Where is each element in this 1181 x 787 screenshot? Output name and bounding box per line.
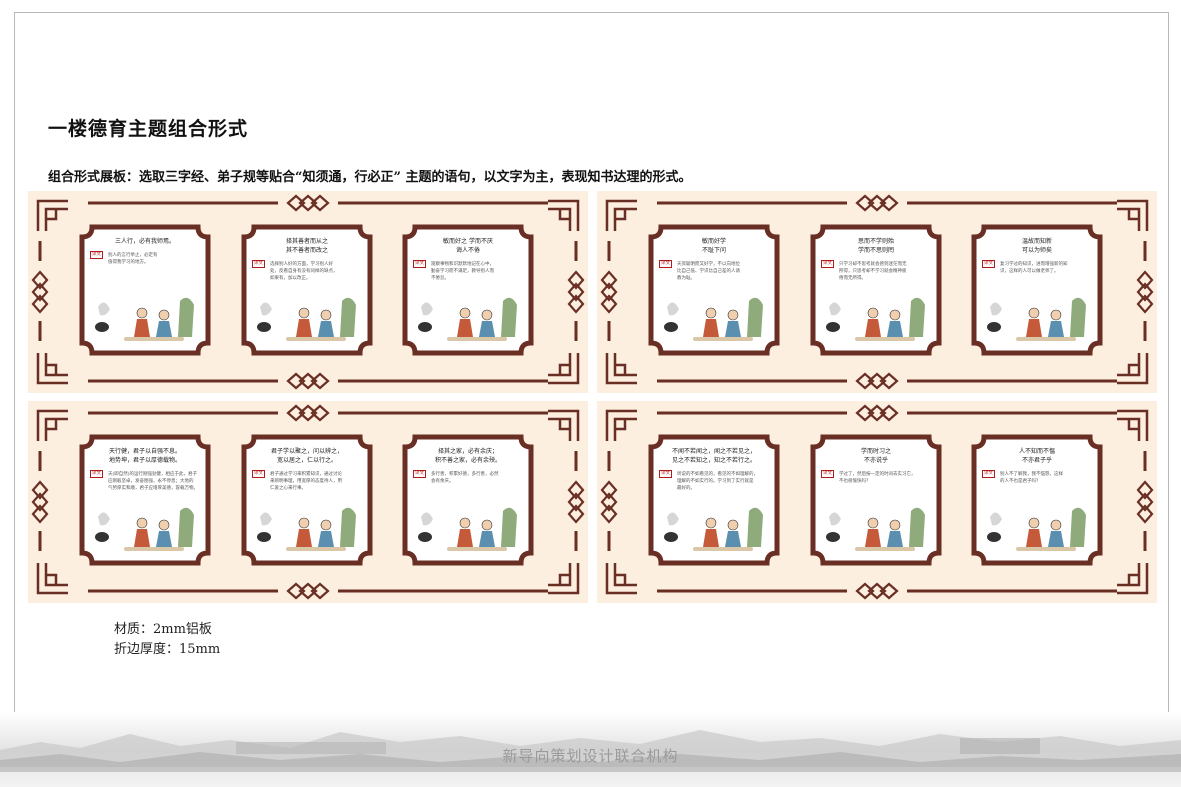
material-label: 材质：2mm铝板 xyxy=(114,622,212,637)
card-translation: 译文 别人的言行举止，必定有 值得我学习的地方。 xyxy=(90,251,200,266)
quote-card: 敏而好学 不耻下问译文 天资聪明而又好学，不以向地位 比自己低、学识比自己差的人请… xyxy=(647,223,781,357)
translation-tag: 译文 xyxy=(982,260,995,268)
card-title: 敏而好之 学而不厌 诲人不倦 xyxy=(443,238,493,254)
board-fretwork-frame xyxy=(31,404,585,600)
display-board: 三人行，必有我师焉。 译文 别人的言行举止，必定有 值得我学习的地方。 择其善者而从之… xyxy=(28,191,588,393)
card-title: 学而时习之 不亦说乎 xyxy=(860,448,891,464)
card-translation: 译文 学过了，然后按一定的时间去实习它， 不也很愉快吗？ xyxy=(821,470,931,485)
card-title: 天行健，君子以自强不息。 地势坤，君子以厚德载物。 xyxy=(108,448,181,464)
translation-text: 别人不了解我，我不恼怒，这样 的人不也是君子吗？ xyxy=(1000,472,1063,484)
footer-brand: 新导向策划设计联合机构 xyxy=(502,747,679,765)
quote-card: 人不知而不愠 不亦君子乎译文 别人不了解我，我不恼怒，这样 的人不也是君子吗？ xyxy=(970,433,1104,567)
quote-card: 思而不学则殆 学而不思则罔译文 只学习却不思考就会感到迷茫而无 所得，只思考却不学… xyxy=(809,223,943,357)
translation-text: 天(即自然)的运行刚强劲健，相应于此，君子 应刚毅坚卓，发奋图强，永不停息；大地… xyxy=(108,472,198,491)
card-title: 人不知而不愠 不亦君子乎 xyxy=(1018,448,1055,464)
mother-and-child-illustration xyxy=(825,497,929,555)
board-fretwork-frame xyxy=(600,194,1154,390)
card-translation: 译文 观察事物和识默默地记在心中， 勤奋学习而不满足，教导别人而 不倦怠。 xyxy=(413,260,523,282)
card-translation: 译文 听说的不如看见的，看见的不如理解的， 理解的不如实行的。学习到了实行就是 最… xyxy=(659,470,769,492)
quote-card: 三人行，必有我师焉。译文 别人的言行举止，必定有 值得我学习的地方。 xyxy=(78,223,212,357)
edge-thickness-label: 折边厚度：15mm xyxy=(114,642,221,657)
translation-text: 别人的言行举止，必定有 值得我学习的地方。 xyxy=(108,253,158,265)
tree-and-scholars-illustration xyxy=(94,287,198,345)
ink-landscape-footer xyxy=(0,712,1181,787)
translation-text: 君子通过学习来积累知识，通过讨论 来辨明事理，用宽厚的态度待人，用 仁爱之心来行… xyxy=(270,472,342,491)
quote-card: 天行健，君子以自强不息。 地势坤，君子以厚德载物。 译文 天(即自然)的运行刚强劲健… xyxy=(78,433,212,567)
students-at-desk-illustration xyxy=(256,287,360,345)
translation-text: 观察事物和识默默地记在心中， 勤奋学习而不满足，教导别人而 不倦怠。 xyxy=(431,262,494,281)
translation-text: 学过了，然后按一定的时间去实习它， 不也很愉快吗？ xyxy=(839,472,916,484)
display-board: 天行健，君子以自强不息。 地势坤，君子以厚德载物。 译文 天(即自然)的运行刚强劲健… xyxy=(28,401,588,603)
translation-tag: 译文 xyxy=(252,260,265,268)
card-translation: 译文 多行善，积累好德，多行善，必然 会有余庆。 xyxy=(413,470,523,485)
card-title: 择其之家，必有余庆； 积不善之家，必有余殃。 xyxy=(434,448,501,464)
translation-text: 复习学过的知识，进而增强新的知 识，这样的人可以做老师了。 xyxy=(1000,262,1068,274)
card-translation: 译文 选择别人好的方面，学习别人好 处，反看自身有没有同样的缺点， 如果有，加以改… xyxy=(252,260,362,282)
board-fretwork-frame xyxy=(31,194,585,390)
translation-text: 听说的不如看见的，看见的不如理解的， 理解的不如实行的。学习到了实行就是 最好的… xyxy=(677,472,758,491)
card-translation: 译文 天(即自然)的运行刚强劲健，相应于此，君子 应刚毅坚卓，发奋图强，永不停息；… xyxy=(90,470,200,492)
card-title: 三人行，必有我师焉。 xyxy=(114,238,175,245)
translation-tag: 译文 xyxy=(821,260,834,268)
quote-card: 择其善者而从之 其不善者而改之译文 选择别人好的方面，学习别人好 处，反看自身有没… xyxy=(240,223,374,357)
page-title: 一楼德育主题组合形式 xyxy=(48,118,249,140)
teacher-and-student-illustration xyxy=(417,287,521,345)
card-translation: 译文 别人不了解我，我不恼怒，这样 的人不也是君子吗？ xyxy=(982,470,1092,485)
card-translation: 译文 只学习却不思考就会感到迷茫而无 所得，只思考却不学习就会精神疲 倦而无所得。 xyxy=(821,260,931,282)
card-title: 敏而好学 不耻下问 xyxy=(701,238,726,254)
card-title: 择其善者而从之 其不善者而改之 xyxy=(285,238,328,254)
page-subtitle: 组合形式展板：选取三字经、弟子规等贴合“知须通，行必正” 主题的语句，以文字为主… xyxy=(48,170,692,185)
translation-text: 天资聪明而又好学，不以向地位 比自己低、学识比自己差的人请 教为耻。 xyxy=(677,262,740,281)
children-playing-illustration xyxy=(94,497,198,555)
board-fretwork-frame xyxy=(600,404,1154,600)
translation-text: 多行善，积累好德，多行善，必然 会有余庆。 xyxy=(431,472,499,484)
card-title: 不闻不若闻之，闻之不若见之， 见之不若知之，知之不若行之。 xyxy=(671,448,756,464)
scholars-under-tree-illustration xyxy=(256,497,360,555)
translation-text: 只学习却不思考就会感到迷茫而无 所得，只思考却不学习就会精神疲 倦而无所得。 xyxy=(839,262,907,281)
children-greeting-illustration xyxy=(986,497,1090,555)
card-translation: 译文 复习学过的知识，进而增强新的知 识，这样的人可以做老师了。 xyxy=(982,260,1092,275)
quote-card: 学而时习之 不亦说乎译文 学过了，然后按一定的时间去实习它， 不也很愉快吗？ xyxy=(809,433,943,567)
card-translation: 译文 君子通过学习来积累知识，通过讨论 来辨明事理，用宽厚的态度待人，用 仁爱之心… xyxy=(252,470,362,492)
display-board: 敏而好学 不耻下问 译文 天资聪明而又好学，不以向地位 比自己低、学识比自己差的人请… xyxy=(597,191,1157,393)
translation-tag: 译文 xyxy=(659,260,672,268)
children-reading-illustration xyxy=(663,497,767,555)
crane-and-house-illustration xyxy=(417,497,521,555)
translation-tag: 译文 xyxy=(413,470,426,478)
scholars-reading-illustration xyxy=(825,287,929,345)
material-spec: 材质：2mm铝板 折边厚度：15mm xyxy=(114,620,220,660)
quote-card: 敏而好之 学而不厌 诲人不倦译文 观察事物和识默默地记在心中， 勤奋学习而不满足，… xyxy=(401,223,535,357)
scholar-writing-illustration xyxy=(986,287,1090,345)
display-board: 不闻不若闻之，闻之不若见之， 见之不若知之，知之不若行之。 译文 听说的不如看见的，… xyxy=(597,401,1157,603)
quote-card: 择其之家，必有余庆； 积不善之家，必有余殃。 译文 多行善，积累好德，多行善，必然 … xyxy=(401,433,535,567)
translation-tag: 译文 xyxy=(90,470,103,478)
quote-card: 温故而知新 可以为师矣译文 复习学过的知识，进而增强新的知 识，这样的人可以做老师… xyxy=(970,223,1104,357)
translation-text: 选择别人好的方面，学习别人好 处，反看自身有没有同样的缺点， 如果有，加以改正。 xyxy=(270,262,338,281)
quote-card: 君子学以聚之，问以辨之， 宽以居之，仁以行之。 译文 君子通过学习来积累知识，通过讨… xyxy=(240,433,374,567)
translation-tag: 译文 xyxy=(982,470,995,478)
translation-tag: 译文 xyxy=(413,260,426,268)
card-title: 温故而知新 可以为师矣 xyxy=(1021,238,1052,254)
translation-tag: 译文 xyxy=(821,470,834,478)
translation-tag: 译文 xyxy=(90,251,103,259)
card-title: 君子学以聚之，问以辨之， 宽以居之，仁以行之。 xyxy=(270,448,343,464)
quote-card: 不闻不若闻之，闻之不若见之， 见之不若知之，知之不若行之。译文 听说的不如看见的，… xyxy=(647,433,781,567)
student-asking-teacher-illustration xyxy=(663,287,767,345)
card-translation: 译文 天资聪明而又好学，不以向地位 比自己低、学识比自己差的人请 教为耻。 xyxy=(659,260,769,282)
translation-tag: 译文 xyxy=(659,470,672,478)
translation-tag: 译文 xyxy=(252,470,265,478)
card-title: 思而不学则殆 学而不思则罔 xyxy=(857,238,894,254)
board-composite: 三人行，必有我师焉。 译文 别人的言行举止，必定有 值得我学习的地方。 择其善者而从之… xyxy=(28,191,1157,603)
